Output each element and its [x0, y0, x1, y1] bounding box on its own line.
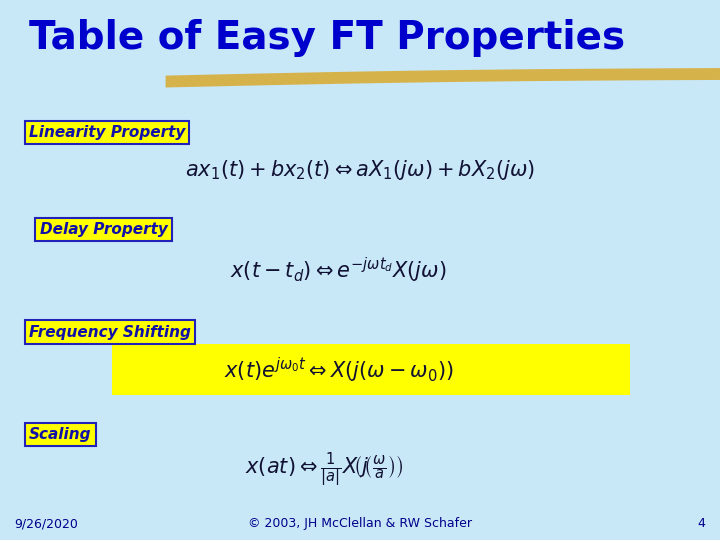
Text: $x(t-t_d)\Leftrightarrow e^{-j\omega t_d}X(j\omega)$: $x(t-t_d)\Leftrightarrow e^{-j\omega t_d… [230, 255, 446, 285]
Text: 4: 4 [698, 517, 706, 530]
Text: $x(t)e^{j\omega_0 t}\Leftrightarrow X(j(\omega-\omega_0))$: $x(t)e^{j\omega_0 t}\Leftrightarrow X(j(… [223, 355, 454, 384]
Text: Delay Property: Delay Property [40, 222, 168, 237]
Text: $x(at)\Leftrightarrow \frac{1}{|a|}X\!\left(j\!\left(\frac{\omega}{a}\right)\rig: $x(at)\Leftrightarrow \frac{1}{|a|}X\!\l… [245, 451, 403, 489]
Polygon shape [166, 68, 720, 87]
Text: Linearity Property: Linearity Property [29, 125, 185, 140]
Text: Frequency Shifting: Frequency Shifting [29, 325, 191, 340]
Text: Scaling: Scaling [29, 427, 91, 442]
Text: 9/26/2020: 9/26/2020 [14, 517, 78, 530]
Text: Table of Easy FT Properties: Table of Easy FT Properties [29, 19, 625, 57]
Text: © 2003, JH McClellan & RW Schafer: © 2003, JH McClellan & RW Schafer [248, 517, 472, 530]
Text: $ax_1(t)+bx_2(t)\Leftrightarrow aX_1(j\omega)+bX_2(j\omega)$: $ax_1(t)+bx_2(t)\Leftrightarrow aX_1(j\o… [185, 158, 535, 182]
FancyBboxPatch shape [112, 344, 630, 395]
